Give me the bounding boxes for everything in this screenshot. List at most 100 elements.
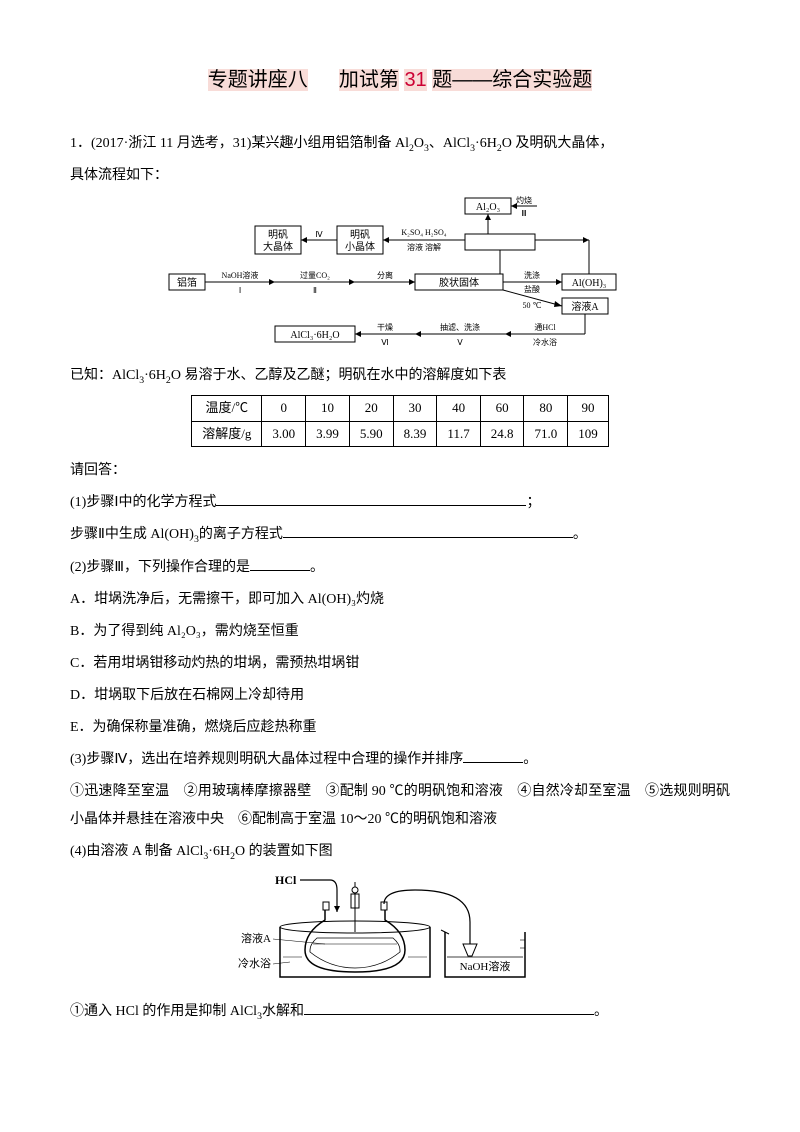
- q1-line2: 步骤Ⅱ中生成 Al(OH)3的离子方程式。: [70, 521, 730, 549]
- svg-text:小晶体: 小晶体: [345, 241, 375, 253]
- td: 3.99: [306, 421, 350, 447]
- title-part1: 专题讲座八: [208, 69, 308, 91]
- q1-line1: (1)步骤Ⅰ中的化学方程式 ；: [70, 489, 730, 517]
- svg-text:Ⅲ: Ⅲ: [521, 209, 527, 218]
- svg-text:K₂SO₄ H₂SO₄: K₂SO₄ H₂SO₄: [401, 228, 446, 237]
- q41a: ①通入 HCl 的作用是抑制 AlCl: [70, 1004, 257, 1019]
- title-part4: 题——综合实验题: [432, 69, 592, 91]
- th: 30: [393, 395, 437, 421]
- blank-q41: [304, 1014, 594, 1015]
- title-space: [313, 69, 333, 91]
- intro-1e: O 及明矾大晶体，: [502, 136, 614, 151]
- page-title: 专题讲座八 加试第 31 题——综合实验题: [70, 60, 730, 100]
- opt-E: E．为确保称量准确，燃烧后应趁热称重: [70, 714, 730, 742]
- svg-text:冷水浴: 冷水浴: [238, 957, 271, 970]
- known-b: ·6H: [144, 368, 166, 383]
- td: 11.7: [437, 421, 480, 447]
- q3-options: ①迅速降至室温 ②用玻璃棒摩擦器壁 ③配制 90 ℃的明矾饱和溶液 ④自然冷却至…: [70, 778, 730, 834]
- answer-label: 请回答：: [70, 457, 730, 485]
- q2-line: (2)步骤Ⅲ，下列操作合理的是 。: [70, 554, 730, 582]
- opt-D: D．坩埚取下后放在石棉网上冷却待用: [70, 682, 730, 710]
- q4a: (4)由溶液 A 制备 AlCl: [70, 844, 203, 859]
- svg-text:AlCl₃·6H₂O: AlCl₃·6H₂O: [290, 330, 339, 341]
- svg-text:铝箔: 铝箔: [177, 276, 197, 289]
- th: 90: [568, 395, 609, 421]
- th: 80: [524, 395, 568, 421]
- table-row: 温度/℃ 0 10 20 30 40 60 80 90: [192, 395, 608, 421]
- svg-text:NaOH溶液: NaOH溶液: [460, 959, 511, 973]
- svg-text:灼烧: 灼烧: [516, 196, 532, 205]
- opt-B: B．为了得到纯 Al₂O₃，需灼烧至恒重: [70, 618, 730, 646]
- solubility-table: 温度/℃ 0 10 20 30 40 60 80 90 溶解度/g 3.00 3…: [191, 395, 608, 448]
- q2: (2)步骤Ⅲ，下列操作合理的是: [70, 560, 250, 575]
- th: 0: [262, 395, 306, 421]
- svg-text:溶液A: 溶液A: [571, 300, 599, 313]
- svg-text:明矾: 明矾: [350, 229, 370, 241]
- svg-text:分离: 分离: [377, 270, 393, 280]
- svg-text:Ⅴ: Ⅴ: [457, 338, 463, 347]
- svg-text:溶液A: 溶液A: [241, 931, 271, 945]
- svg-text:HCl: HCl: [275, 873, 297, 887]
- td: 24.8: [480, 421, 524, 447]
- svg-text:抽滤、洗涤: 抽滤、洗涤: [440, 322, 480, 332]
- q4-1: ①通入 HCl 的作用是抑制 AlCl3水解和。: [70, 998, 730, 1026]
- intro-1a: 1．(2017·浙江 11 月选考，31)某兴趣小组用铝箔制备 Al: [70, 136, 409, 151]
- intro-1c: 、AlCl: [429, 136, 470, 151]
- blank-q2: [250, 570, 310, 571]
- q4c: O 的装置如下图: [235, 844, 333, 859]
- svg-text:胶状固体: 胶状固体: [439, 276, 479, 289]
- td: 溶解度/g: [192, 421, 262, 447]
- known-a: 已知：AlCl: [70, 368, 139, 383]
- q1b: ；: [526, 495, 540, 510]
- svg-text:Ⅰ: Ⅰ: [239, 286, 241, 295]
- title-part3: 31: [404, 69, 426, 91]
- svg-text:Ⅳ: Ⅳ: [315, 230, 323, 239]
- svg-text:过量CO₂: 过量CO₂: [300, 270, 330, 280]
- table-row: 溶解度/g 3.00 3.99 5.90 8.39 11.7 24.8 71.0…: [192, 421, 608, 447]
- q41b: 水解和: [262, 1004, 304, 1019]
- svg-text:通HCl: 通HCl: [534, 322, 556, 332]
- svg-text:洗涤: 洗涤: [524, 270, 540, 280]
- intro-line2: 具体流程如下：: [70, 162, 730, 190]
- q3: (3)步骤Ⅳ，选出在培养规则明矾大晶体过程中合理的操作并排序: [70, 752, 463, 767]
- th: 10: [306, 395, 350, 421]
- svg-text:干燥: 干燥: [377, 323, 393, 332]
- svg-text:Ⅵ: Ⅵ: [381, 338, 388, 347]
- td: 8.39: [393, 421, 437, 447]
- q3-line: (3)步骤Ⅳ，选出在培养规则明矾大晶体过程中合理的操作并排序 。: [70, 746, 730, 774]
- opt-A: A．坩埚洗净后，无需擦干，即可加入 Al(OH)₃灼烧: [70, 586, 730, 614]
- known-line: 已知：AlCl3·6H2O 易溶于水、乙醇及乙醚；明矾在水中的溶解度如下表: [70, 362, 730, 390]
- q4b: ·6H: [208, 844, 230, 859]
- svg-text:50 ℃: 50 ℃: [523, 301, 542, 310]
- opt-C: C．若用坩埚钳移动灼热的坩埚，需预热坩埚钳: [70, 650, 730, 678]
- td: 3.00: [262, 421, 306, 447]
- title-part2: 加试第: [339, 69, 399, 91]
- q1d: 的离子方程式: [199, 527, 283, 542]
- th: 40: [437, 395, 480, 421]
- td: 109: [568, 421, 609, 447]
- q1e: 。: [573, 527, 587, 542]
- intro-line1: 1．(2017·浙江 11 月选考，31)某兴趣小组用铝箔制备 Al2O3、Al…: [70, 130, 730, 158]
- apparatus-diagram: HCl 溶液A 冷水浴 NaOH溶液: [235, 872, 565, 992]
- q1a: (1)步骤Ⅰ中的化学方程式: [70, 495, 216, 510]
- flowchart-diagram: Al₂O₃ 灼烧 Ⅲ 明矾 大晶体 Ⅳ 明矾 小晶体 K₂SO₄ H₂SO₄ 溶…: [165, 196, 635, 356]
- intro-1b: O: [414, 136, 424, 151]
- td: 71.0: [524, 421, 568, 447]
- q3end: 。: [523, 752, 537, 767]
- svg-text:大晶体: 大晶体: [263, 240, 293, 253]
- q2end: 。: [310, 560, 324, 575]
- blank-q1a: [216, 505, 526, 506]
- svg-text:NaOH溶液: NaOH溶液: [222, 270, 259, 280]
- q4-line: (4)由溶液 A 制备 AlCl3·6H2O 的装置如下图: [70, 838, 730, 866]
- blank-q1b: [283, 537, 573, 538]
- q41c: 。: [594, 1004, 608, 1019]
- svg-text:明矾: 明矾: [268, 229, 288, 241]
- intro-1d: ·6H: [475, 136, 497, 151]
- svg-text:Ⅱ: Ⅱ: [313, 286, 317, 295]
- q1c: 步骤Ⅱ中生成 Al(OH): [70, 527, 194, 542]
- svg-text:Al(OH)₃: Al(OH)₃: [572, 278, 607, 289]
- svg-text:盐酸: 盐酸: [524, 284, 540, 294]
- svg-text:溶液 溶解: 溶液 溶解: [407, 242, 441, 252]
- blank-q3: [463, 762, 523, 763]
- td: 5.90: [349, 421, 393, 447]
